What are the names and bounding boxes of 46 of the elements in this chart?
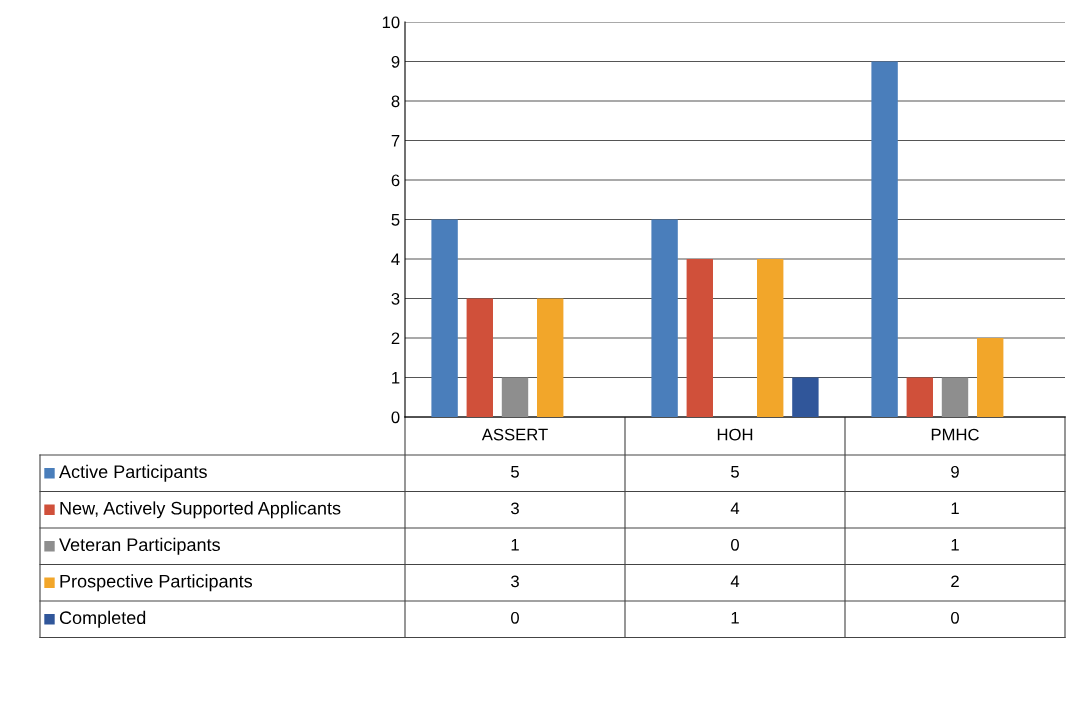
legend-label: Veteran Participants <box>59 537 220 555</box>
data-label: 4 <box>730 575 740 588</box>
x-tick-label: HOH <box>717 428 753 441</box>
y-tick-label: 6 <box>391 174 400 187</box>
legend-label: New, Actively Supported Applicants <box>60 501 341 519</box>
y-tick-label: 4 <box>391 253 400 266</box>
data-label: 0 <box>511 611 519 624</box>
bar <box>466 298 493 417</box>
data-label: 4 <box>730 502 740 515</box>
bar <box>871 61 898 417</box>
bar <box>651 219 678 417</box>
legend-label: Active Participants <box>59 464 207 482</box>
x-tick-label: ASSERT <box>481 428 548 441</box>
y-tick-label: 2 <box>391 332 400 345</box>
y-tick-label: 5 <box>391 214 400 226</box>
legend-label: Prospective Participants <box>60 574 253 592</box>
data-label: 5 <box>511 466 519 478</box>
bar <box>906 377 933 417</box>
legend-label: Completed <box>59 610 146 628</box>
data-label: 1 <box>511 539 519 551</box>
data-label: 1 <box>731 612 739 624</box>
bar <box>431 219 458 417</box>
y-tick-label: 7 <box>391 135 400 147</box>
bar <box>501 377 529 417</box>
bar <box>686 259 713 417</box>
data-label: 1 <box>951 502 959 515</box>
bar <box>977 338 1004 417</box>
bar <box>792 377 819 417</box>
data-label: 3 <box>511 502 519 515</box>
data-label: 3 <box>511 575 519 588</box>
y-tick-label: 10 <box>382 16 400 29</box>
bar <box>757 259 784 417</box>
data-label: 5 <box>731 466 739 478</box>
data-label: 0 <box>731 538 739 551</box>
y-tick-label: 1 <box>392 372 400 384</box>
bar <box>941 377 969 417</box>
x-tick-label: PMHC <box>931 428 979 441</box>
bar <box>537 298 564 417</box>
y-tick-label: 9 <box>391 55 400 68</box>
data-label: 2 <box>951 575 959 588</box>
y-tick-label: 3 <box>391 292 400 305</box>
data-label: 9 <box>951 465 959 478</box>
data-label: 0 <box>951 611 959 624</box>
y-tick-label: 8 <box>391 95 400 108</box>
data-label: 1 <box>951 539 959 551</box>
y-tick-label: 0 <box>391 411 400 424</box>
